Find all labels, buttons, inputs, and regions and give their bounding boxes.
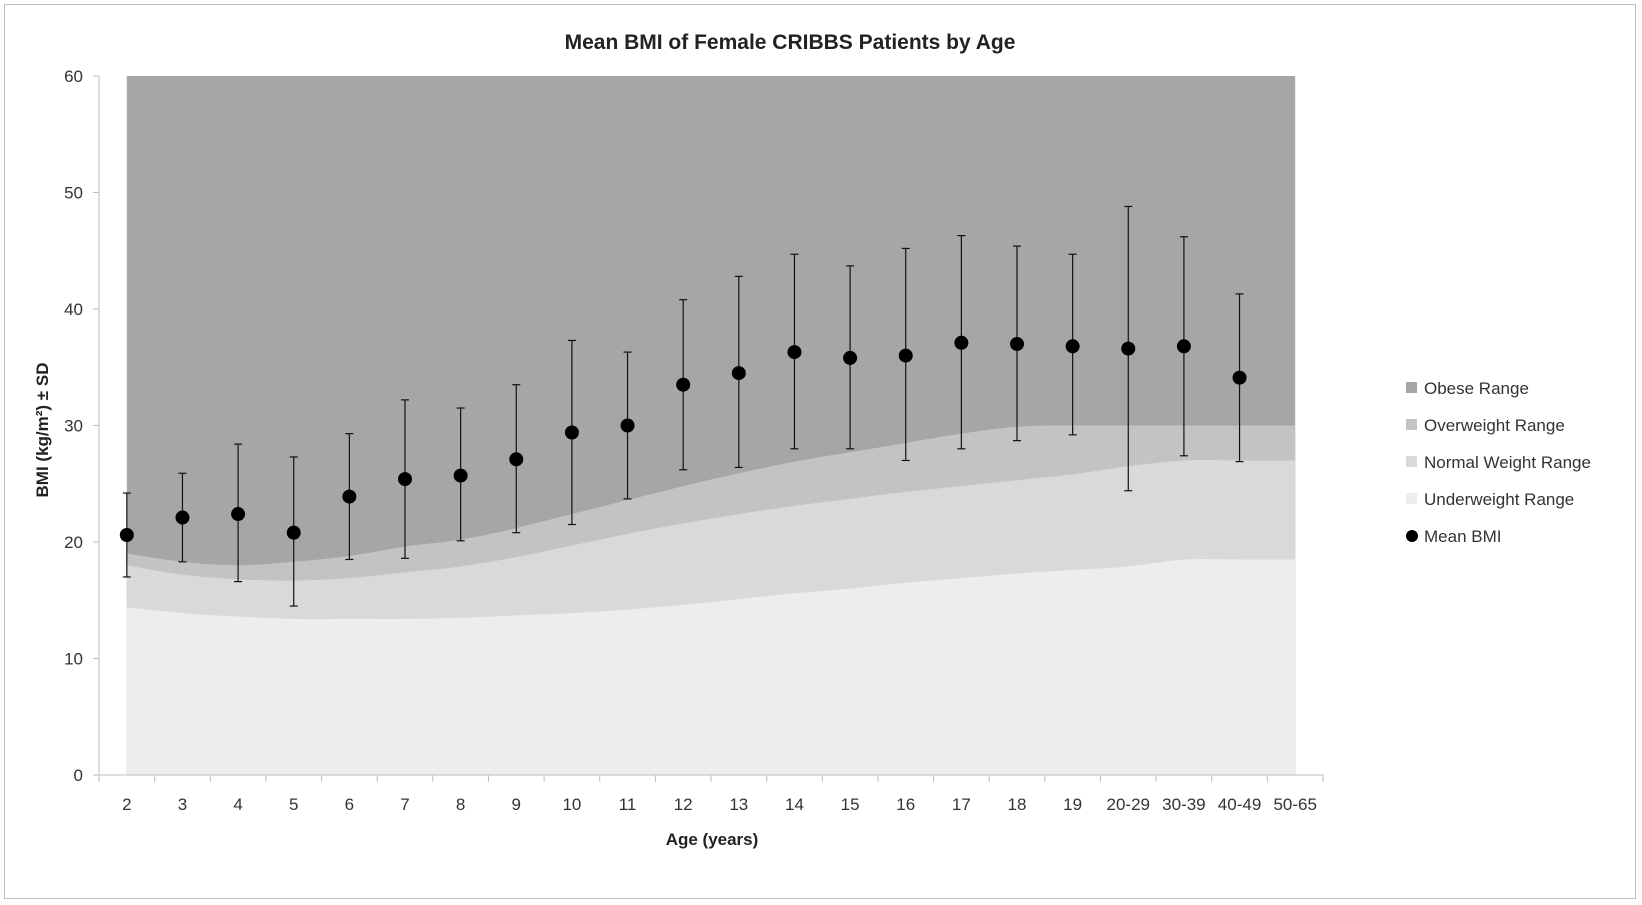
x-tick-label: 18 [1008,795,1027,814]
y-tick-label: 60 [64,67,83,86]
mean-bmi-point [342,489,357,504]
legend-label: Underweight Range [1424,490,1574,509]
x-tick-label: 30-39 [1162,795,1205,814]
mean-bmi-point [564,425,579,440]
legend-marker [1406,419,1417,430]
x-tick-label: 9 [512,795,521,814]
mean-bmi-point [175,510,190,525]
x-tick-label: 13 [729,795,748,814]
mean-bmi-point [286,525,301,540]
x-tick-label: 19 [1063,795,1082,814]
mean-bmi-point [898,348,913,363]
x-tick-label: 10 [562,795,581,814]
mean-bmi-point [843,350,858,365]
x-axis-title: Age (years) [666,830,759,849]
x-tick-label: 8 [456,795,465,814]
mean-bmi-point [509,452,524,467]
y-tick-label: 50 [64,184,83,203]
band-underweight-range [126,558,1296,775]
chart-frame: 0 10 20 30 40 50 60 2 3 4 5 6 7 8 9 10 11 12 13 14 15 16 17 18 1… [4,4,1636,899]
mean-bmi-point [1232,370,1247,385]
y-tick-label: 10 [64,650,83,669]
mean-bmi-point [1121,341,1136,356]
legend-label: Obese Range [1424,379,1529,398]
y-tick-label: 0 [74,766,83,785]
x-tick-label: 2 [122,795,131,814]
x-tick-label: 20-29 [1107,795,1150,814]
legend: Obese Range Overweight Range Normal Weight… [1406,379,1591,546]
mean-bmi-point [620,418,635,433]
y-tick-label: 40 [64,300,83,319]
x-tick-label: 4 [233,795,242,814]
mean-bmi-point [453,468,468,483]
x-tick-label: 16 [896,795,915,814]
legend-marker [1406,382,1417,393]
mean-bmi-point [787,345,802,360]
mean-bmi-point [954,335,969,350]
mean-bmi-point [119,528,134,543]
x-tick-label: 14 [785,795,804,814]
mean-bmi-point [1176,339,1191,354]
mean-bmi-point [676,377,691,392]
bmi-chart: 0 10 20 30 40 50 60 2 3 4 5 6 7 8 9 10 11 12 13 14 15 16 17 18 1… [33,31,1591,849]
x-tick-label: 3 [178,795,187,814]
legend-label: Overweight Range [1424,416,1565,435]
legend-marker [1406,493,1417,504]
mean-bmi-point [1010,336,1024,351]
x-tick-label: 12 [674,795,693,814]
legend-label: Normal Weight Range [1424,453,1591,472]
mean-bmi-point [731,366,746,381]
legend-label: Mean BMI [1424,527,1501,546]
x-tick-label: 15 [841,795,860,814]
y-axis-title: BMI (kg/m²) ± SD [33,363,52,498]
x-tick-label: 17 [952,795,971,814]
legend-marker [1406,530,1418,542]
mean-bmi-point [398,472,412,487]
y-tick-label: 20 [64,533,83,552]
x-tick-label: 6 [345,795,354,814]
x-tick-label: 50-65 [1273,795,1316,814]
x-tick-label: 11 [619,795,637,814]
mean-bmi-point [1065,339,1080,354]
x-tick-label: 7 [400,795,409,814]
legend-marker [1406,456,1417,467]
y-tick-label: 30 [64,417,83,436]
chart-title: Mean BMI of Female CRIBBS Patients by Ag… [565,31,1016,54]
x-tick-label: 40-49 [1218,795,1261,814]
x-tick-label: 5 [289,795,298,814]
mean-bmi-point [231,507,246,522]
